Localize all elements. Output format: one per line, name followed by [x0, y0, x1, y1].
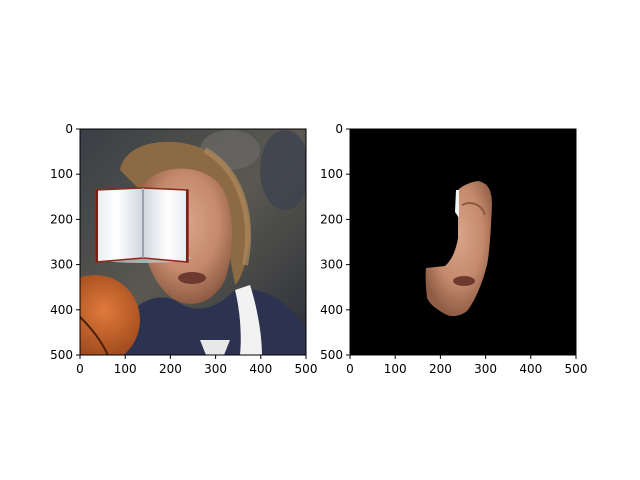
x-tick-label: 300: [474, 362, 497, 376]
open-book-overlay: [95, 187, 191, 263]
y-tick-label: 100: [50, 167, 73, 181]
x-tick-label: 500: [565, 362, 588, 376]
left-axes-frame: [79, 128, 307, 356]
y-tick-label: 300: [50, 258, 73, 272]
x-tick-label: 100: [384, 362, 407, 376]
masked-face-region: [425, 181, 492, 317]
y-tick-label: 500: [50, 348, 73, 362]
x-tick-label: 500: [295, 362, 318, 376]
y-tick-label: 200: [320, 212, 343, 226]
x-tick-label: 0: [346, 362, 354, 376]
x-tick-label: 100: [114, 362, 137, 376]
y-tick-label: 0: [65, 122, 73, 136]
x-tick-label: 0: [76, 362, 84, 376]
mouth: [178, 272, 206, 284]
x-tick-label: 200: [159, 362, 182, 376]
y-tick-label: 100: [320, 167, 343, 181]
x-tick-label: 200: [429, 362, 452, 376]
y-tick-label: 200: [50, 212, 73, 226]
x-tick-label: 400: [519, 362, 542, 376]
y-tick-label: 500: [320, 348, 343, 362]
x-tick-label: 400: [249, 362, 272, 376]
right-axes-frame: [349, 128, 577, 356]
y-tick-label: 0: [335, 122, 343, 136]
y-tick-label: 400: [50, 303, 73, 317]
y-tick-label: 300: [320, 258, 343, 272]
photo-panel: [80, 129, 306, 355]
x-tick-label: 300: [204, 362, 227, 376]
y-tick-label: 400: [320, 303, 343, 317]
mask-panel: [350, 129, 576, 355]
